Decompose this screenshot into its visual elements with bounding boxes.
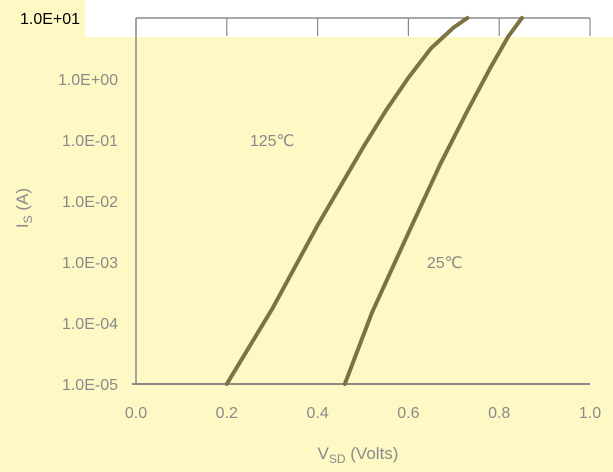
y-tick-label: 1.0E+00 (58, 72, 118, 89)
y-axis-label-sub: S (21, 215, 35, 223)
series-line-2 (342, 16, 524, 386)
annotation-label: 25℃ (427, 255, 463, 272)
annotations: 125℃ 25℃ (250, 133, 463, 272)
y-tick-label: 1.0E-02 (62, 194, 118, 211)
y-tick-label: 1.0E-04 (62, 316, 118, 333)
annotation-label: 125℃ (250, 133, 295, 150)
x-axis-label-main: V (318, 444, 330, 463)
y-tick-label: 1.0E-01 (62, 133, 118, 150)
x-tick-label: 1.0 (579, 405, 601, 422)
y-tick-label: 1.0E+01 (20, 11, 80, 28)
tick-labels: 0.0 0.2 0.4 0.6 0.8 1.0 1.0E-05 1.0E-04 1.0E-03 1… (20, 11, 601, 422)
series-line-1 (224, 16, 470, 386)
x-axis-label-rest: (Volts) (346, 444, 399, 463)
x-axis-label: VSD (Volts) (318, 444, 399, 466)
y-axis-label-rest: (A) (13, 188, 32, 215)
y-axis-label: IS (A) (13, 188, 35, 228)
x-tick-label: 0.0 (125, 405, 147, 422)
x-tick-label: 0.2 (216, 405, 238, 422)
y-tick-label: 1.0E-05 (62, 377, 118, 394)
y-axis-label-main: I (13, 223, 32, 228)
series-group (224, 16, 524, 386)
x-tick-label: 0.8 (488, 405, 510, 422)
x-tick-label: 0.6 (397, 405, 419, 422)
axes (132, 17, 591, 385)
x-tick-label: 0.4 (306, 405, 328, 422)
x-axis-label-sub: SD (329, 452, 346, 466)
y-tick-label: 1.0E-03 (62, 255, 118, 272)
